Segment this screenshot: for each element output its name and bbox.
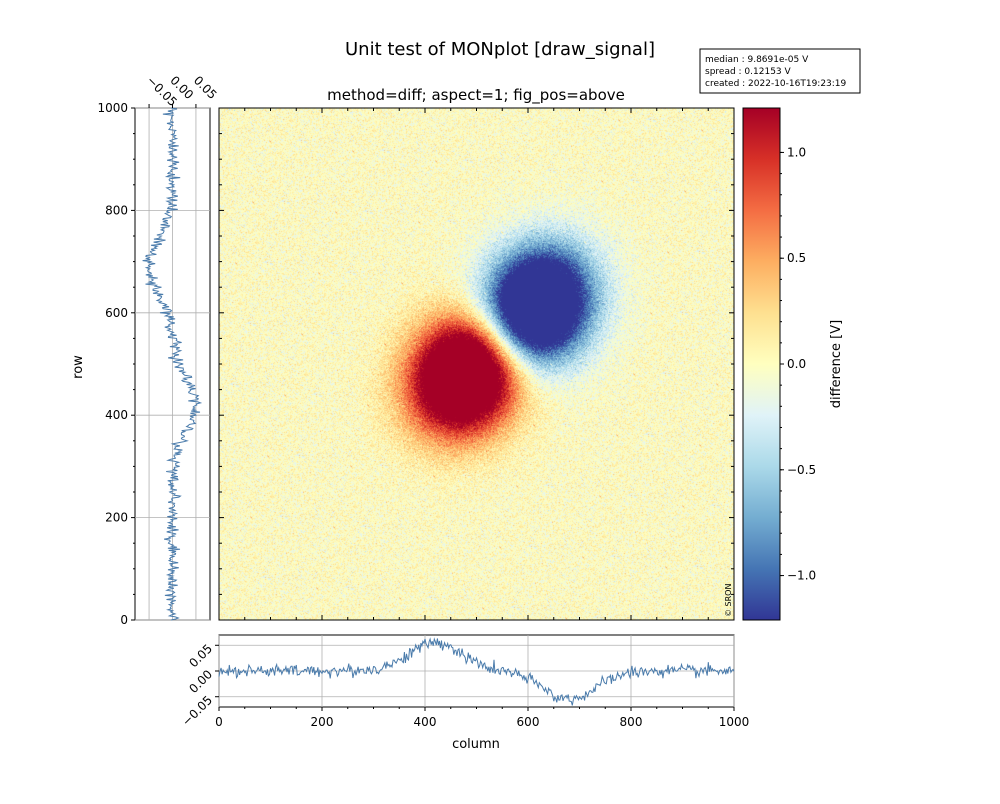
info-box: median : 9.8691e-05 V spread : 0.12153 V…	[699, 48, 861, 94]
column-profile-panel: 0 200 400 600 800 1000 0.050.00−0.05 column	[179, 634, 750, 752]
row-tick-y-label: 1000	[97, 101, 128, 115]
row-tick-y-label: 0	[120, 613, 128, 627]
heatmap-ticks	[218, 107, 735, 621]
figure-subtitle: method=diff; aspect=1; fig_pos=above	[327, 86, 625, 105]
row-axis-label: row	[71, 355, 86, 379]
column-profile-line	[218, 637, 735, 706]
info-median: median : 9.8691e-05 V	[705, 55, 809, 65]
colorbar-tick-label: 0.5	[787, 251, 806, 265]
column-tick-x-label: 600	[517, 715, 540, 729]
column-profile-grid	[218, 635, 735, 707]
info-spread: spread : 0.12153 V	[705, 67, 792, 77]
row-tick-x-label: 0.05	[191, 73, 220, 102]
row-tick-y-label: 400	[105, 408, 128, 422]
row-profile-line	[142, 107, 203, 621]
colorbar-tick-label: −1.0	[787, 569, 816, 583]
column-tick-x-label: 800	[620, 715, 643, 729]
colorbar-tick-label: 0.0	[787, 357, 806, 371]
column-tick-x-label: 400	[414, 715, 437, 729]
row-tick-y-label: 800	[105, 203, 128, 217]
heatmap-image	[219, 108, 734, 620]
info-created: created : 2022-10-16T19:23:19	[705, 79, 847, 89]
row-tick-y-label: 600	[105, 306, 128, 320]
colorbar-tick-label: 1.0	[787, 145, 806, 159]
column-axis-label: column	[452, 737, 500, 752]
column-tick-x-label: 200	[311, 715, 334, 729]
copyright-text: © SRON	[724, 584, 733, 617]
figure-title: Unit test of MONplot [draw_signal]	[345, 39, 655, 60]
column-tick-x-label: 1000	[719, 715, 750, 729]
colorbar-tick-label: −0.5	[787, 463, 816, 477]
column-tick-y-label: −0.05	[179, 693, 215, 729]
colorbar-panel: 1.0 0.5 0.0 −0.5 −1.0 difference [V]	[742, 107, 844, 621]
column-tick-y-label: 0.05	[186, 642, 215, 671]
column-tick-x-label: 0	[215, 715, 223, 729]
colorbar-fill	[742, 107, 781, 621]
colorbar-ticks: 1.0 0.5 0.0 −0.5 −1.0	[780, 145, 816, 583]
colorbar-label: difference [V]	[829, 320, 844, 408]
heatmap-panel: © SRON	[218, 107, 735, 621]
column-tick-y-label: 0.00	[186, 667, 215, 696]
row-tick-y-label: 200	[105, 511, 128, 525]
